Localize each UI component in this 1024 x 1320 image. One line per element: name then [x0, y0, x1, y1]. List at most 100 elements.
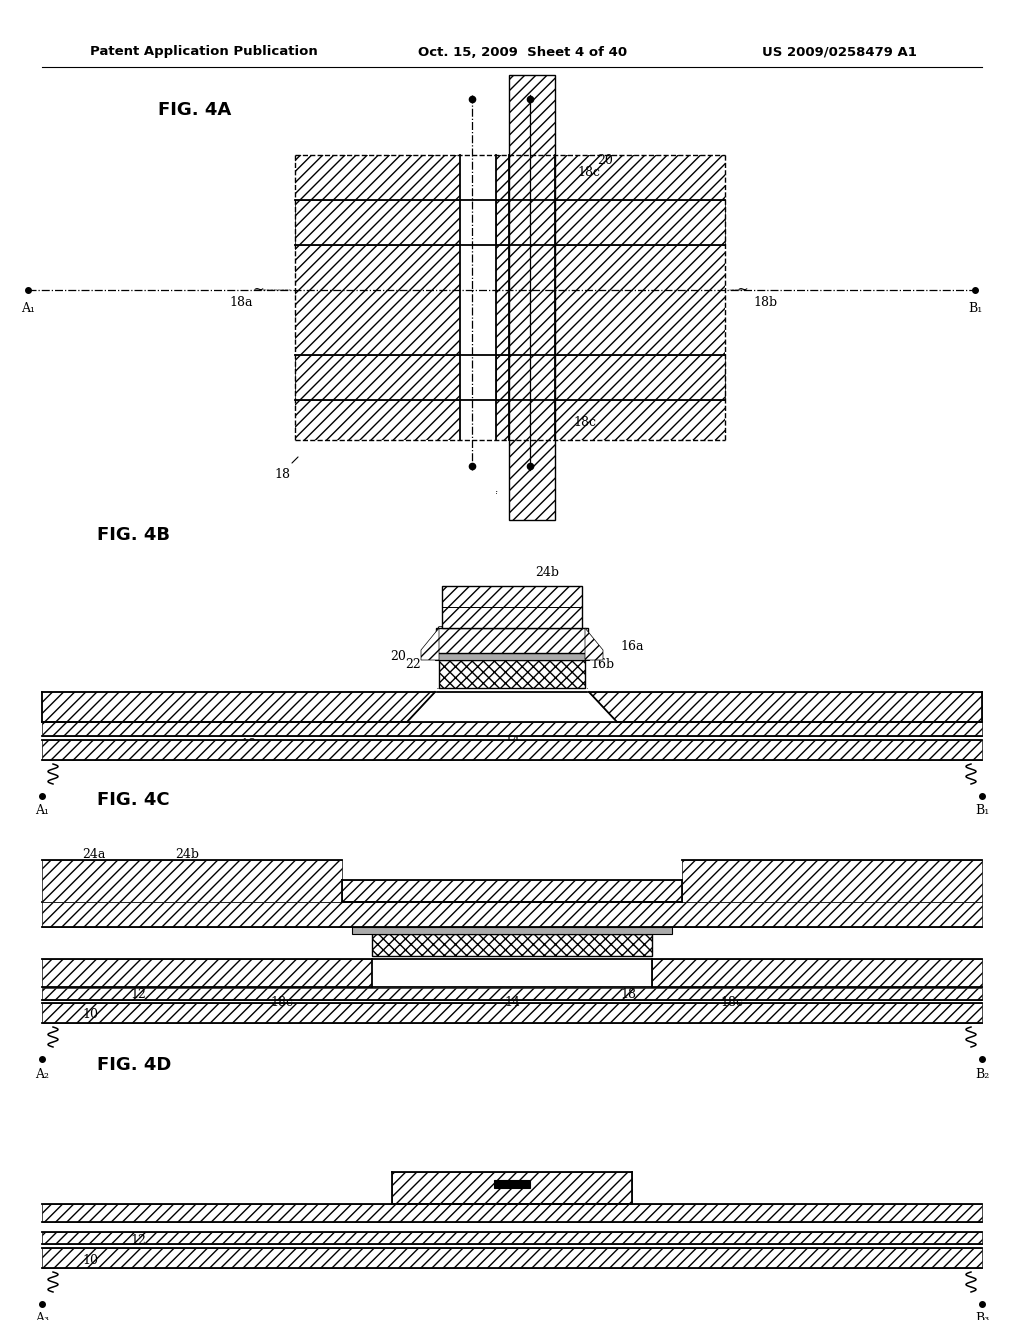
- Text: 10: 10: [82, 1254, 98, 1266]
- Polygon shape: [589, 692, 982, 722]
- Text: ~: ~: [252, 282, 264, 297]
- Text: A₂: A₂: [35, 1068, 49, 1081]
- Bar: [42, 1232, 982, 1243]
- Text: 12: 12: [130, 1233, 145, 1246]
- Text: A₂: A₂: [526, 75, 540, 88]
- Bar: [42, 1204, 982, 1222]
- Text: 18c: 18c: [720, 997, 743, 1010]
- Polygon shape: [42, 960, 372, 987]
- Text: 24a: 24a: [82, 847, 105, 861]
- Text: A₃: A₃: [35, 1312, 49, 1320]
- Text: ~: ~: [736, 282, 748, 297]
- Text: Patent Application Publication: Patent Application Publication: [90, 45, 317, 58]
- Text: 18a: 18a: [260, 701, 284, 714]
- Text: A₁: A₁: [22, 301, 35, 314]
- Bar: [496, 355, 509, 400]
- Text: 18: 18: [620, 989, 636, 1002]
- Polygon shape: [421, 628, 439, 660]
- Text: B₂: B₂: [526, 477, 540, 488]
- Bar: [42, 1247, 982, 1269]
- Text: 16b: 16b: [590, 657, 614, 671]
- Bar: [42, 1003, 982, 1023]
- Bar: [295, 154, 725, 440]
- Text: 18c: 18c: [573, 416, 596, 429]
- Bar: [42, 1232, 982, 1243]
- Bar: [494, 1180, 530, 1188]
- Text: FIG. 4B: FIG. 4B: [97, 525, 170, 544]
- Text: A₃: A₃: [462, 75, 476, 88]
- Bar: [42, 722, 982, 737]
- Bar: [442, 586, 582, 628]
- Bar: [42, 1247, 982, 1269]
- Text: B₂: B₂: [975, 1068, 989, 1081]
- Text: 18c: 18c: [577, 166, 600, 180]
- Bar: [295, 201, 725, 246]
- Bar: [42, 902, 982, 927]
- Text: 18: 18: [240, 738, 256, 751]
- Text: 22: 22: [250, 906, 266, 919]
- Text: 20: 20: [390, 649, 406, 663]
- Bar: [295, 201, 460, 246]
- Text: 14: 14: [504, 997, 520, 1010]
- Bar: [460, 75, 496, 520]
- Bar: [42, 902, 982, 927]
- Bar: [42, 1003, 982, 1023]
- Bar: [352, 927, 672, 935]
- Bar: [42, 722, 982, 737]
- Text: B₁: B₁: [975, 804, 989, 817]
- Bar: [295, 355, 460, 400]
- Polygon shape: [42, 692, 435, 722]
- Text: 16b: 16b: [530, 906, 554, 919]
- Polygon shape: [585, 628, 603, 660]
- Text: 18c: 18c: [240, 1204, 263, 1217]
- Bar: [439, 660, 585, 688]
- Text: 24: 24: [482, 484, 498, 498]
- Bar: [392, 1172, 632, 1204]
- Text: 14: 14: [504, 734, 520, 747]
- Bar: [392, 1172, 632, 1204]
- Text: 18c: 18c: [640, 1204, 663, 1217]
- Text: US 2009/0258479 A1: US 2009/0258479 A1: [762, 45, 916, 58]
- Bar: [509, 75, 555, 520]
- Text: B₁: B₁: [968, 301, 982, 314]
- Text: 24b: 24b: [175, 847, 199, 861]
- Text: FIG. 4C: FIG. 4C: [97, 791, 170, 809]
- Text: 12: 12: [130, 989, 145, 1002]
- Text: B₃: B₃: [462, 477, 476, 488]
- Bar: [42, 1204, 982, 1222]
- Polygon shape: [652, 960, 982, 987]
- Text: 20: 20: [345, 906, 360, 919]
- Text: 18: 18: [274, 469, 290, 482]
- Bar: [509, 154, 555, 440]
- Text: 24a: 24a: [535, 594, 558, 606]
- Text: 24: 24: [436, 626, 452, 639]
- Text: 24b: 24b: [535, 565, 559, 578]
- Text: 16a: 16a: [440, 906, 464, 919]
- Text: 22: 22: [760, 1204, 776, 1217]
- Text: 18: 18: [502, 1204, 518, 1217]
- Bar: [435, 653, 589, 660]
- Bar: [342, 880, 682, 902]
- Text: 18c: 18c: [270, 997, 293, 1010]
- Bar: [682, 861, 982, 902]
- Bar: [42, 741, 982, 760]
- Text: 10: 10: [82, 746, 98, 759]
- Bar: [295, 154, 725, 440]
- Bar: [295, 355, 725, 400]
- Bar: [372, 960, 652, 987]
- Text: 18b: 18b: [370, 1204, 394, 1217]
- Text: 20: 20: [597, 153, 613, 166]
- Text: 10: 10: [82, 1008, 98, 1022]
- Bar: [42, 987, 982, 1001]
- Text: 18a: 18a: [229, 296, 253, 309]
- Text: 18b: 18b: [720, 701, 744, 714]
- Bar: [42, 861, 342, 902]
- Text: 18b: 18b: [753, 296, 777, 309]
- Text: 16a: 16a: [620, 640, 643, 653]
- Text: B₃: B₃: [975, 1312, 989, 1320]
- Text: A₁: A₁: [35, 804, 49, 817]
- Text: FIG. 4A: FIG. 4A: [158, 102, 231, 119]
- Bar: [555, 201, 725, 246]
- Bar: [42, 987, 982, 1001]
- Text: 22: 22: [406, 659, 421, 672]
